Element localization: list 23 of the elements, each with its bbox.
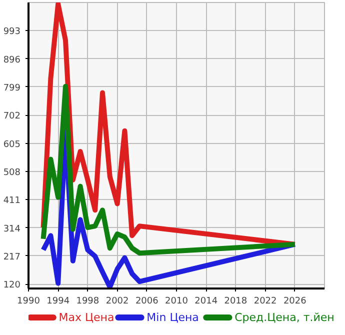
x-tick-label: 2010 bbox=[165, 296, 188, 306]
y-tick-label: 605 bbox=[3, 140, 21, 150]
y-tick-label: 120 bbox=[3, 280, 21, 291]
x-tick-label: 2006 bbox=[135, 296, 159, 306]
y-tick-label: 217 bbox=[3, 252, 21, 262]
y-tick-label: 411 bbox=[3, 196, 21, 206]
legend-label: Сред.Цена, т.йен bbox=[234, 311, 334, 324]
y-tick-label: 799 bbox=[3, 83, 21, 94]
x-tick-label: 1990 bbox=[17, 296, 40, 306]
x-tick-label: 2022 bbox=[254, 296, 277, 306]
y-tick-label: 896 bbox=[3, 55, 21, 66]
x-tick-label: 1998 bbox=[76, 296, 100, 306]
x-tick-label: 2026 bbox=[283, 296, 307, 306]
x-tick-label: 2014 bbox=[194, 296, 218, 306]
y-tick-label: 702 bbox=[3, 112, 21, 122]
x-tick-label: 2002 bbox=[106, 296, 129, 306]
y-tick-label: 993 bbox=[3, 27, 21, 38]
x-tick-label: 1994 bbox=[46, 296, 70, 306]
legend-label: Min Цена bbox=[146, 311, 199, 324]
y-tick-label: 508 bbox=[3, 168, 21, 178]
x-tick-label: 2018 bbox=[224, 296, 248, 306]
y-tick-label: 314 bbox=[3, 224, 21, 234]
legend-label: Max Цена bbox=[58, 311, 114, 324]
